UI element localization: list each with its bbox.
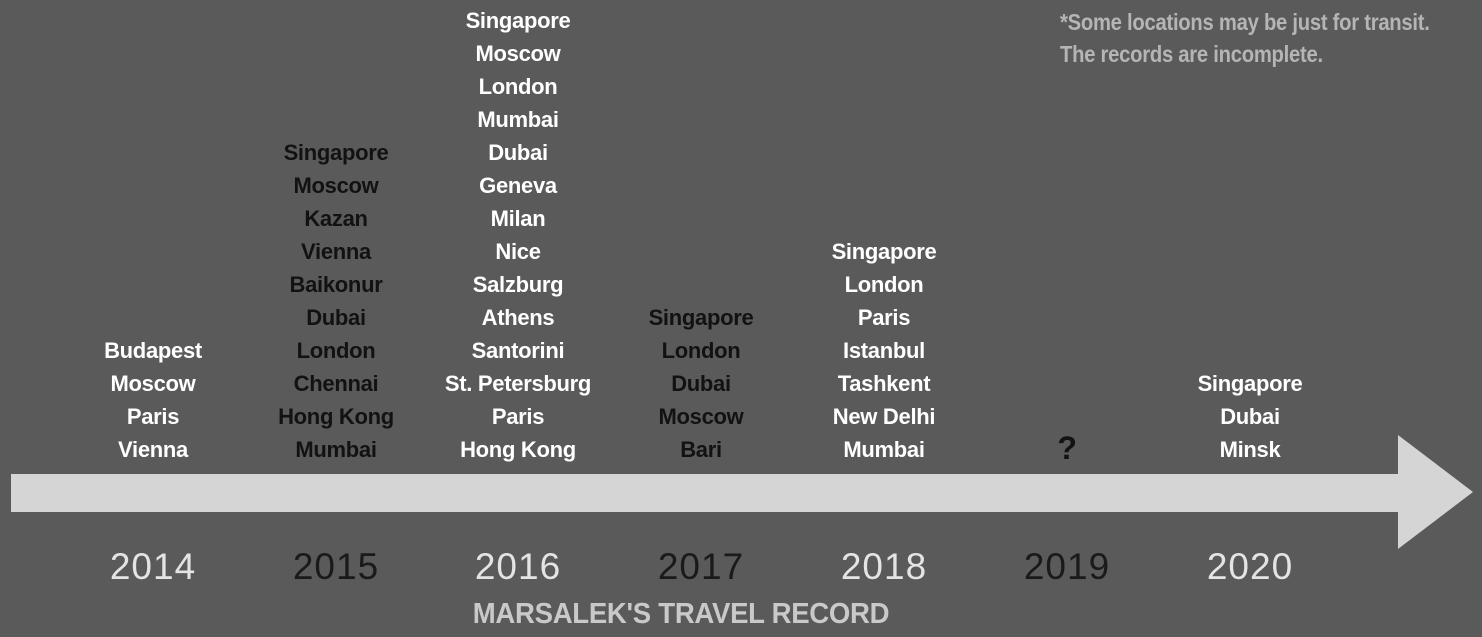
city-list-2018: Singapore London Paris Istanbul Tashkent New … [774,235,994,466]
city-list-2015: Singapore Moscow Kazan Vienna Baikonur Dubai L… [226,136,446,466]
year-column-2020: Singapore Dubai Minsk 2020 [1140,0,1360,637]
city-label: Athens [481,305,555,330]
city-label: Santorini [471,338,565,363]
city-list-2017: Singapore London Dubai Moscow Bari [591,301,811,466]
city-label: Singapore [1197,371,1303,396]
city-list-2014: Budapest Moscow Paris Vienna [43,334,263,466]
chart-title: MARSALEK'S TRAVEL RECORD [472,598,890,630]
city-label: London [844,272,924,297]
city-label: Budapest [104,338,202,363]
city-label: Hong Kong [278,404,394,429]
city-label: Singapore [465,8,571,33]
city-label: London [661,338,741,363]
footnote-line-1: *Some locations may be just for transit. [1060,9,1430,35]
year-label-2015: 2015 [292,546,380,587]
city-label: Salzburg [472,272,564,297]
city-label: Kazan [304,206,368,231]
city-label: Istanbul [843,338,925,363]
year-label-2018: 2018 [840,546,928,587]
year-column-2018: Singapore London Paris Istanbul Tashkent New … [774,0,994,637]
city-label: Moscow [658,404,744,429]
year-label-2020: 2020 [1206,546,1294,587]
footnote-line-2: The records are incomplete. [1060,41,1323,67]
city-label: Moscow [110,371,196,396]
city-label: Vienna [118,437,188,462]
city-label: Singapore [648,305,754,330]
city-label: Geneva [479,173,557,198]
city-label: Singapore [831,239,937,264]
city-label: Moscow [475,41,561,66]
city-list-2016: Singapore Moscow London Mumbai Dubai Geneva Mi… [408,4,628,466]
year-label-2019: 2019 [1023,546,1111,587]
city-label: Nice [495,239,541,264]
city-label: Paris [491,404,545,429]
footnote: *Some locations may be just for transit.… [1060,6,1430,70]
city-label: Minsk [1219,437,1281,462]
year-column-2016: Singapore Moscow London Mumbai Dubai Geneva Mi… [408,0,628,637]
year-label-2016: 2016 [474,546,562,587]
city-label: Moscow [293,173,379,198]
city-list-2019: ? [957,430,1177,466]
city-label: Chennai [293,371,379,396]
city-label: London [478,74,558,99]
city-label: Mumbai [843,437,925,462]
city-label: Mumbai [295,437,377,462]
timeline-arrow-head-icon [1398,435,1473,549]
city-label: New Delhi [832,404,936,429]
city-label: Paris [857,305,911,330]
city-label: Tashkent [837,371,931,396]
year-column-2015: Singapore Moscow Kazan Vienna Baikonur Dubai L… [226,0,446,637]
city-label: Hong Kong [460,437,576,462]
year-label-2014: 2014 [109,546,197,587]
city-list-2020: Singapore Dubai Minsk [1140,367,1360,466]
city-label: Vienna [301,239,371,264]
city-label: Paris [126,404,180,429]
city-label: Dubai [1220,404,1280,429]
year-column-2019: ? 2019 [957,0,1177,637]
city-label: Bari [680,437,722,462]
unknown-placeholder: ? [1057,430,1077,466]
city-label: Singapore [283,140,389,165]
city-label: St. Petersburg [444,371,592,396]
city-label: Dubai [488,140,548,165]
timeline-arrow-shaft [11,474,1398,512]
city-label: Milan [490,206,546,231]
city-label: London [296,338,376,363]
city-label: Mumbai [477,107,559,132]
year-column-2014: Budapest Moscow Paris Vienna 2014 [43,0,263,637]
year-label-2017: 2017 [657,546,745,587]
city-label: Dubai [306,305,366,330]
city-label: Baikonur [289,272,383,297]
year-column-2017: Singapore London Dubai Moscow Bari 2017 [591,0,811,637]
city-label: Dubai [671,371,731,396]
